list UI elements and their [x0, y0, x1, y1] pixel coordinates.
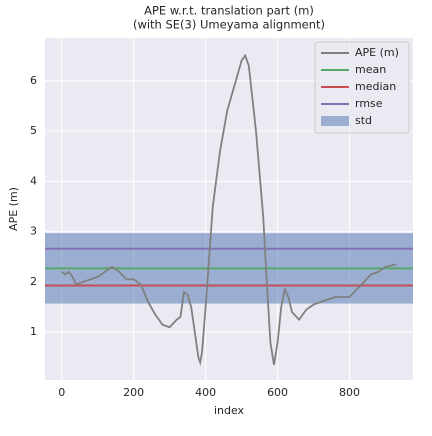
y-tick-label: 3	[30, 225, 37, 238]
x-tick-label: 800	[339, 386, 360, 399]
data-line	[61, 53, 397, 366]
legend-label: median	[355, 80, 396, 93]
y-tick-label: 2	[30, 275, 37, 288]
y-tick-label: 4	[30, 174, 37, 187]
legend-label: APE (m)	[355, 46, 399, 59]
legend-swatch	[321, 116, 349, 126]
x-tick-label: 200	[123, 386, 144, 399]
chart-title: APE w.r.t. translation part (m)	[144, 4, 314, 18]
legend-label: mean	[355, 63, 386, 76]
y-tick-label: 1	[30, 325, 37, 338]
x-tick-label: 400	[195, 386, 216, 399]
chart-subtitle: (with SE(3) Umeyama alignment)	[133, 18, 325, 32]
x-tick-label: 0	[58, 386, 65, 399]
legend-label: rmse	[355, 97, 383, 110]
x-axis-label: index	[214, 404, 245, 417]
y-axis-label: APE (m)	[7, 187, 20, 231]
x-tick-label: 600	[267, 386, 288, 399]
legend-box	[314, 41, 410, 134]
y-tick-label: 6	[30, 74, 37, 87]
legend-label: std	[355, 114, 372, 127]
y-tick-label: 5	[30, 124, 37, 137]
